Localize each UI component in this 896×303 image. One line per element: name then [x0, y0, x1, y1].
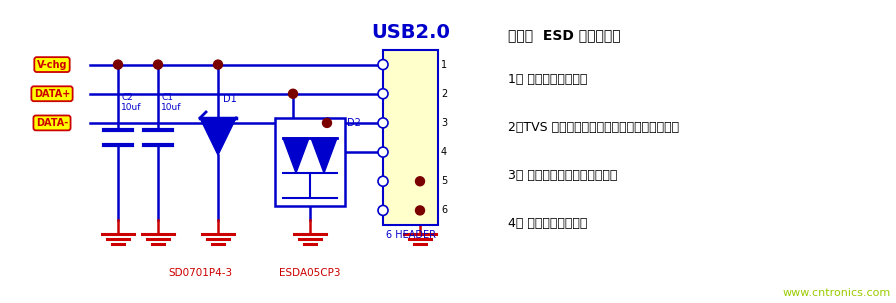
Circle shape: [323, 118, 332, 128]
Circle shape: [378, 89, 388, 99]
Circle shape: [378, 147, 388, 157]
Text: 1: 1: [441, 60, 447, 70]
Text: 备注：  ESD 选型原则：: 备注： ESD 选型原则：: [508, 28, 621, 42]
Text: 6: 6: [441, 205, 447, 215]
Text: DATA+: DATA+: [34, 89, 70, 99]
Text: 4、 选择算位较小的。: 4、 选择算位较小的。: [508, 217, 588, 230]
Text: C1
10uf: C1 10uf: [161, 93, 182, 112]
Circle shape: [289, 89, 297, 98]
Text: 2: 2: [441, 89, 447, 99]
Text: www.cntronics.com: www.cntronics.com: [783, 288, 891, 298]
Circle shape: [416, 177, 425, 186]
Text: 5: 5: [441, 176, 447, 186]
Bar: [383, 50, 438, 225]
Text: 6 HEADER: 6 HEADER: [385, 230, 435, 240]
Bar: [275, 118, 345, 206]
Circle shape: [416, 206, 425, 215]
Text: 3: 3: [441, 118, 447, 128]
Text: D1: D1: [223, 94, 237, 104]
Text: 2、TVS 的击穿电压大于电路的最大工作电压；: 2、TVS 的击穿电压大于电路的最大工作电压；: [508, 121, 679, 134]
Text: SD0701P4-3: SD0701P4-3: [168, 268, 232, 278]
Circle shape: [213, 60, 222, 69]
Polygon shape: [311, 138, 337, 173]
Text: ESDA05CP3: ESDA05CP3: [280, 268, 340, 278]
Polygon shape: [200, 118, 236, 155]
Text: USB2.0: USB2.0: [371, 23, 450, 42]
Circle shape: [153, 60, 162, 69]
Text: C2
10uf: C2 10uf: [121, 93, 142, 112]
Polygon shape: [283, 138, 309, 173]
Circle shape: [114, 60, 123, 69]
Circle shape: [378, 176, 388, 186]
Text: 4: 4: [441, 147, 447, 157]
Text: D2: D2: [347, 118, 361, 128]
Circle shape: [378, 60, 388, 70]
Text: DATA-: DATA-: [36, 118, 68, 128]
Text: 3、 选择符合测试要求的功率；: 3、 选择符合测试要求的功率；: [508, 169, 617, 182]
Circle shape: [378, 118, 388, 128]
Text: 1、 选择合适的封装；: 1、 选择合适的封装；: [508, 73, 588, 86]
Circle shape: [378, 205, 388, 215]
Text: V-chg: V-chg: [37, 60, 67, 70]
